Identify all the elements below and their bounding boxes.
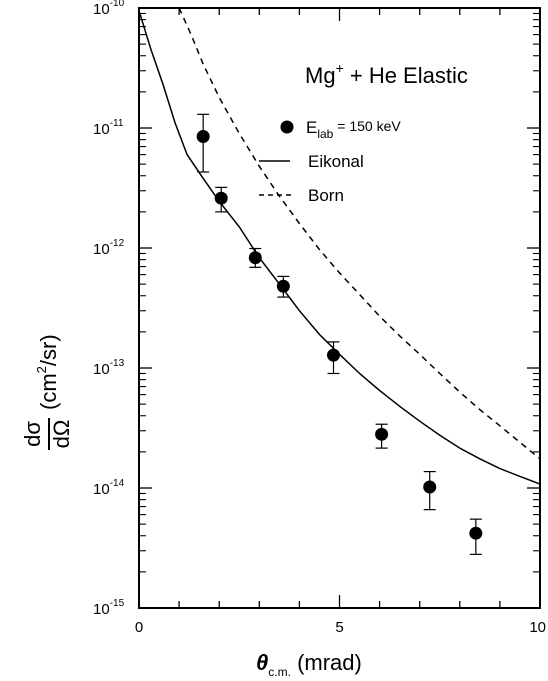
data-point-marker [248,251,262,265]
legend-label-eikonal: Eikonal [308,152,364,171]
y-tick-label-base: 10 [93,241,110,258]
data-point [248,247,262,268]
y-tick-label-exponent: -13 [110,358,125,369]
y-axis-title-unit: (cm2/sr) [34,334,61,410]
data-point [326,341,340,375]
x-tick-label: 10 [529,619,546,636]
y-axis-title: dσ dΩ (cm2/sr) [20,334,74,450]
y-tick-label-base: 10 [93,361,110,378]
y-axis-title-unit-a: (cm [36,373,61,410]
y-tick-label-exponent: -12 [110,238,125,249]
y-tick-label-exponent: -14 [110,478,125,489]
chart-text: Mg+ + He Elastic θc.m. (mrad) dσ dΩ (cm2… [20,0,546,679]
legend-marker-points [280,120,294,134]
chart-title-sup: + [336,60,344,76]
y-tick-label-base: 10 [93,121,110,138]
chart-title-base: Mg [305,63,336,88]
data-point-marker [214,191,228,205]
data-point [196,113,210,173]
data-point-marker [276,279,290,293]
data-point-marker [423,480,437,494]
chart-title: Mg+ + He Elastic [305,60,468,88]
x-tick-label: 0 [135,619,143,636]
y-tick-label-exponent: -10 [110,0,125,9]
series-line-born [178,8,540,460]
plot-frame [138,7,541,609]
legend: Elab = 150 keV Eikonal Born [259,118,401,205]
x-axis-title-symbol: θ [256,650,268,675]
legend-label-points: Elab = 150 keV [306,118,401,141]
series-line-eikonal [139,10,540,485]
y-tick-label-exponent: -15 [110,598,125,609]
x-axis-title: θc.m. (mrad) [256,650,362,679]
data-point-marker [469,526,483,540]
data-point [276,275,290,298]
data-point-marker [375,427,389,441]
data-point-marker [326,348,340,362]
y-tick-label: 10-12 [93,238,125,258]
y-tick-label: 10-10 [93,0,125,18]
curves [139,8,540,485]
y-tick-label-base: 10 [93,1,110,18]
y-tick-label: 10-15 [93,598,125,618]
x-axis-title-sub: c.m. [268,665,291,679]
data-point-marker [196,129,210,143]
x-axis-title-rest: (mrad) [291,650,362,675]
y-tick-label-base: 10 [93,601,110,618]
data-points [196,113,483,555]
y-axis-title-den: dΩ [49,420,74,449]
chart-title-rest: + He Elastic [344,63,468,88]
y-axis-title-unit-sup: 2 [34,366,49,373]
y-tick-label: 10-13 [93,358,125,378]
legend-label-points-base: E [306,118,317,137]
y-tick-label: 10-11 [93,118,124,138]
data-point [469,518,483,555]
legend-label-born: Born [308,186,344,205]
y-tick-label: 10-14 [93,478,125,498]
axes [138,7,541,609]
legend-label-points-rest: = 150 keV [333,118,401,134]
y-tick-label-exponent: -11 [110,118,124,129]
data-point [214,186,228,213]
y-axis-title-unit-b: /sr) [36,334,61,366]
data-point [423,470,437,511]
legend-label-points-sub: lab [317,127,333,141]
x-tick-label: 5 [335,619,343,636]
y-axis-title-num: dσ [20,421,45,447]
y-tick-label-base: 10 [93,481,110,498]
data-point [375,423,389,449]
